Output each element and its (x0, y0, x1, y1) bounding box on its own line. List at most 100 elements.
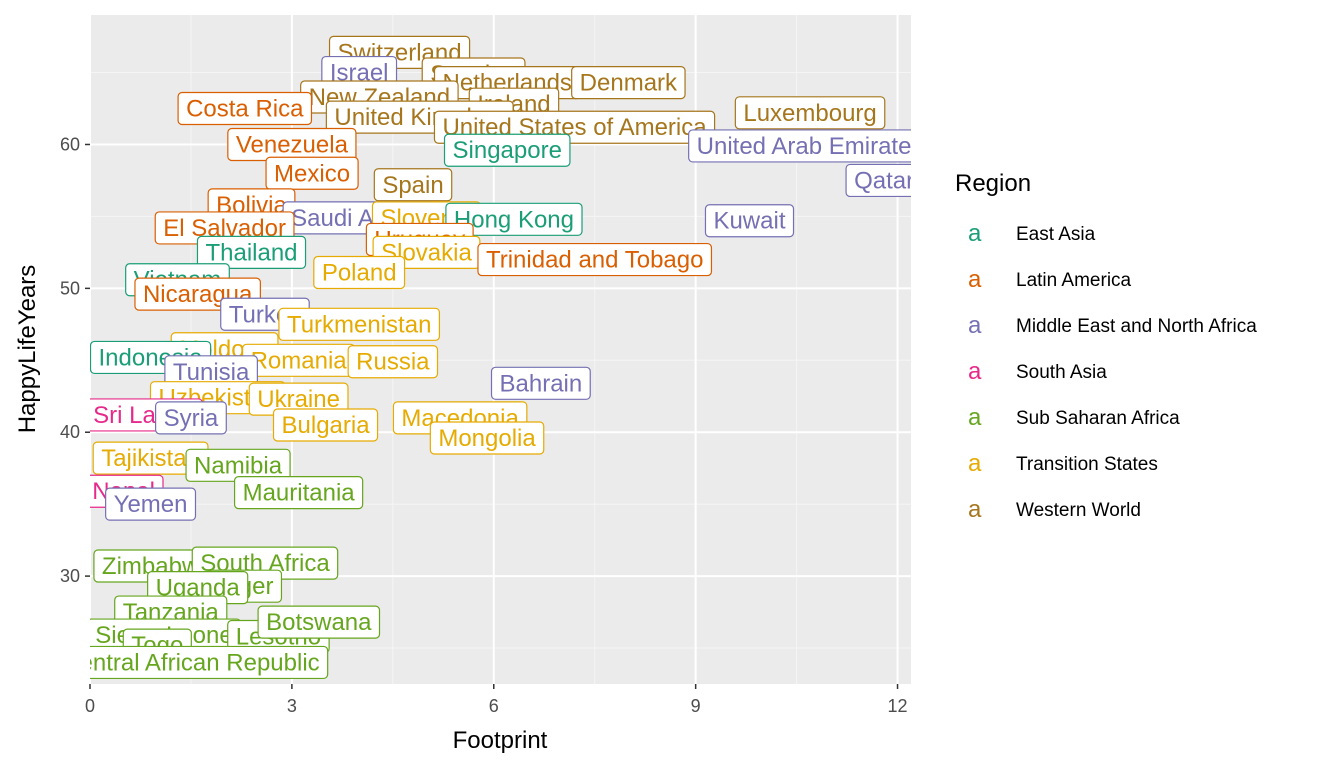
label-box (313, 255, 406, 290)
label-box (265, 156, 359, 190)
data-label: Trinidad and Tobago (477, 242, 713, 277)
label-box (257, 605, 381, 639)
point-labels: SwitzerlandSwedenNetherlandsDenmarkIsrae… (62, 35, 924, 680)
y-tick-label: 30 (60, 566, 80, 586)
legend-title: Region (955, 170, 1031, 197)
x-tick-label: 6 (489, 696, 499, 716)
label-box (90, 645, 329, 680)
data-label: Hong Kong (445, 202, 583, 236)
point-label-text: Trinidad and Tobago (486, 247, 704, 274)
y-tick-label: 60 (60, 134, 80, 154)
data-label: Romania (241, 343, 356, 377)
label-box (734, 96, 886, 130)
point-label-text: Bahrain (500, 370, 583, 397)
data-label: Denmark (571, 66, 686, 100)
point-label-text: Central African Republic (62, 649, 319, 676)
point-label-text: Poland (322, 260, 397, 287)
point-label-text: Thailand (205, 239, 297, 266)
x-tick-label: 12 (888, 696, 908, 716)
point-label-text: Qatar (854, 167, 914, 194)
label-box (196, 235, 307, 269)
point-label-text: Tajikistan (101, 445, 200, 472)
axes: 0 3 6 9 12 30 40 50 60 (60, 134, 908, 716)
label-box (571, 66, 686, 100)
data-label: Bulgaria (272, 408, 379, 442)
label-box (272, 408, 379, 442)
data-label: Spain (373, 168, 453, 202)
point-label-text: Yemen (114, 491, 188, 518)
legend-key: a (968, 496, 982, 523)
point-label-text: Kuwait (713, 208, 785, 235)
label-box (347, 345, 439, 379)
label-box (373, 168, 453, 202)
data-label: Kuwait (704, 204, 795, 238)
point-label-text: Denmark (580, 70, 678, 97)
data-label: Namibia (185, 448, 291, 482)
label-box (278, 307, 441, 341)
point-label-text: Bulgaria (282, 412, 371, 439)
data-label: Luxembourg (734, 96, 886, 130)
label-box (688, 129, 911, 163)
legend-item-label: Western World (1016, 500, 1141, 521)
data-label: Russia (347, 345, 439, 379)
data-label: Turkmenistan (278, 307, 441, 341)
point-label-text: Mexico (274, 160, 350, 187)
legend-item-label: Latin America (1016, 270, 1132, 291)
legend-item-label: Sub Saharan Africa (1016, 408, 1180, 429)
x-axis-title: Footprint (453, 727, 548, 754)
data-label: Syria (154, 401, 227, 435)
point-label-text: Romania (251, 347, 348, 374)
y-tick-label: 40 (60, 422, 80, 442)
label-box (845, 163, 911, 198)
data-label: Tajikistan (92, 441, 209, 475)
point-label-text: Mongolia (438, 425, 536, 452)
point-label-text: United Arab Emirates (697, 133, 924, 160)
point-label-text: Costa Rica (186, 96, 304, 123)
legend-key: a (968, 266, 982, 293)
label-box (154, 401, 227, 435)
data-label: Venezuela (227, 127, 357, 162)
y-axis-title: HappyLifeYears (14, 265, 41, 434)
point-label-text: Syria (164, 405, 219, 432)
data-label: Singapore (443, 133, 571, 167)
label-box (445, 202, 583, 236)
data-label: Poland (313, 255, 406, 290)
legend-key: a (968, 450, 982, 477)
legend-item-label: East Asia (1016, 224, 1096, 245)
point-label-text: Hong Kong (454, 206, 574, 233)
x-tick-label: 0 (85, 696, 95, 716)
x-tick-label: 9 (691, 696, 701, 716)
label-box (443, 133, 571, 167)
data-label: Qatar (845, 163, 914, 198)
data-label: Mongolia (429, 421, 545, 455)
data-label: Mauritania (233, 476, 364, 510)
x-tick-label: 3 (287, 696, 297, 716)
legend-item-label: Middle East and North Africa (1016, 316, 1257, 337)
legend-item-label: Transition States (1016, 454, 1158, 475)
point-label-text: Luxembourg (743, 100, 876, 127)
label-box (477, 242, 713, 277)
point-label-text: Namibia (194, 452, 283, 479)
data-label: Yemen (105, 487, 197, 521)
point-label-text: Russia (356, 349, 430, 376)
legend-key: a (968, 312, 982, 339)
label-box (704, 204, 795, 238)
data-label: Costa Rica (177, 91, 313, 126)
point-label-text: Venezuela (236, 131, 349, 158)
data-label: Bahrain (490, 366, 591, 400)
legend-key: a (968, 358, 982, 385)
point-label-text: Turkmenistan (287, 311, 432, 338)
data-label: Central African Republic (62, 645, 329, 680)
point-label-text: Singapore (453, 137, 562, 164)
legend: Region a East Asia a Latin America a Middle E… (955, 170, 1257, 523)
label-box (177, 91, 313, 126)
data-label: Thailand (196, 235, 307, 269)
label-box (105, 487, 197, 521)
data-label: Botswana (257, 605, 381, 639)
legend-key: a (968, 404, 982, 431)
y-tick-label: 50 (60, 278, 80, 298)
legend-key: a (968, 220, 982, 247)
label-box (490, 366, 591, 400)
